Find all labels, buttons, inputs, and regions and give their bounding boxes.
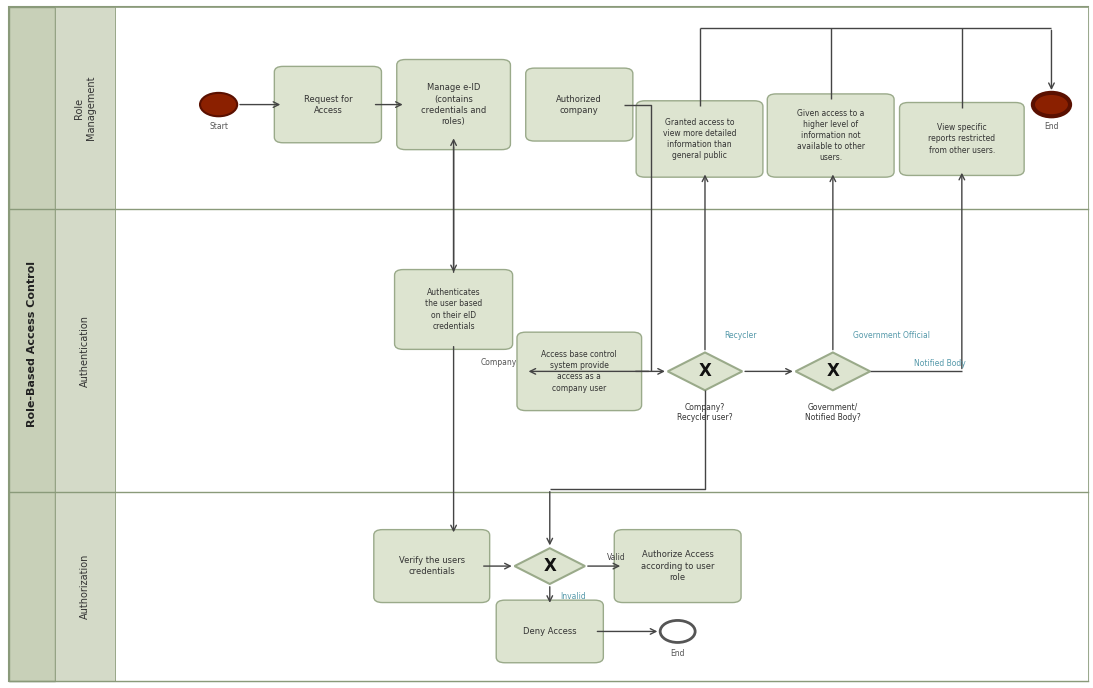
Circle shape <box>200 93 237 116</box>
FancyBboxPatch shape <box>636 101 763 178</box>
FancyBboxPatch shape <box>517 332 642 411</box>
Text: End: End <box>1044 122 1059 131</box>
FancyBboxPatch shape <box>397 60 510 150</box>
FancyBboxPatch shape <box>55 7 115 209</box>
Polygon shape <box>796 352 870 390</box>
Text: Government Official: Government Official <box>853 331 929 340</box>
Text: View specific
reports restricted
from other users.: View specific reports restricted from ot… <box>928 123 996 155</box>
FancyBboxPatch shape <box>9 7 55 681</box>
FancyBboxPatch shape <box>274 67 381 143</box>
FancyBboxPatch shape <box>115 493 1088 681</box>
Text: Role-Based Access Control: Role-Based Access Control <box>26 261 37 427</box>
FancyBboxPatch shape <box>496 600 603 663</box>
Text: Access base control
system provide
access as a
company user: Access base control system provide acces… <box>541 350 618 393</box>
Polygon shape <box>668 352 742 390</box>
FancyBboxPatch shape <box>115 7 1088 209</box>
FancyBboxPatch shape <box>55 209 115 493</box>
FancyBboxPatch shape <box>614 530 741 603</box>
Text: End: End <box>670 649 685 658</box>
FancyBboxPatch shape <box>767 94 894 178</box>
FancyBboxPatch shape <box>900 103 1024 175</box>
Text: Manage e-ID
(contains
credentials and
roles): Manage e-ID (contains credentials and ro… <box>421 83 486 126</box>
Text: Granted access to
view more detailed
information than
general public: Granted access to view more detailed inf… <box>662 118 737 160</box>
Text: Company: Company <box>480 358 517 367</box>
Circle shape <box>1033 93 1070 116</box>
Text: X: X <box>543 557 556 575</box>
Text: Valid: Valid <box>607 552 625 561</box>
Text: Role
Management: Role Management <box>74 76 95 140</box>
Text: Authenticates
the user based
on their eID
credentials: Authenticates the user based on their eI… <box>425 288 482 331</box>
Text: Notified Body: Notified Body <box>914 358 965 367</box>
Text: Request for
Access: Request for Access <box>304 94 352 115</box>
FancyBboxPatch shape <box>395 270 513 350</box>
Circle shape <box>660 621 695 643</box>
FancyBboxPatch shape <box>9 7 1088 681</box>
Text: Verify the users
credentials: Verify the users credentials <box>399 556 465 576</box>
FancyBboxPatch shape <box>526 68 633 141</box>
Text: Authentication: Authentication <box>80 314 90 387</box>
Text: X: X <box>698 363 712 380</box>
Text: Authorize Access
according to user
role: Authorize Access according to user role <box>640 550 715 581</box>
Text: Government/
Notified Body?: Government/ Notified Body? <box>804 402 861 422</box>
Text: X: X <box>826 363 839 380</box>
Text: Given access to a
higher level of
information not
available to other
users.: Given access to a higher level of inform… <box>797 109 865 162</box>
Text: Start: Start <box>209 122 228 131</box>
FancyBboxPatch shape <box>55 493 115 681</box>
Text: Authorized
company: Authorized company <box>556 94 602 115</box>
Text: Deny Access: Deny Access <box>522 627 577 636</box>
Text: Company?
Recycler user?: Company? Recycler user? <box>678 402 732 422</box>
Polygon shape <box>515 548 585 584</box>
Text: Invalid: Invalid <box>561 592 587 601</box>
FancyBboxPatch shape <box>374 530 490 603</box>
Text: Authorization: Authorization <box>80 554 90 619</box>
FancyBboxPatch shape <box>115 209 1088 493</box>
Text: Recycler: Recycler <box>725 331 757 340</box>
